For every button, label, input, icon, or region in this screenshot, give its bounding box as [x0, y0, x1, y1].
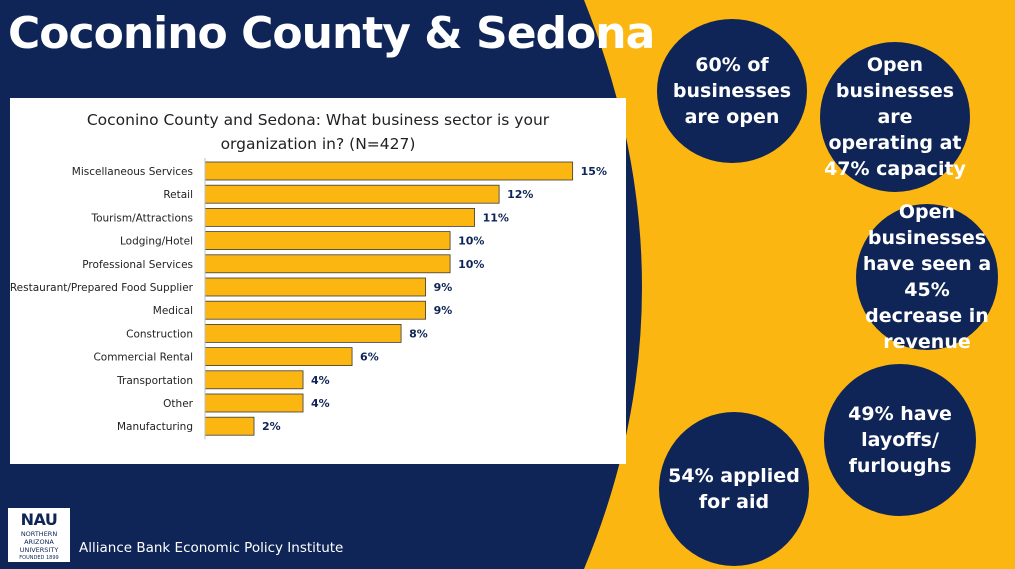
data-label: 12%	[507, 188, 533, 201]
category-label: Medical	[153, 305, 193, 317]
bar	[204, 161, 574, 181]
category-label: Construction	[126, 328, 193, 340]
bar-chart: Miscellaneous Services 15% Retail 12% Touris…	[10, 158, 607, 440]
chart-panel: Coconino County and Sedona: What busines…	[10, 98, 626, 464]
category-label: Commercial Rental	[93, 352, 193, 364]
bar	[204, 393, 304, 413]
data-label: 2%	[262, 420, 281, 433]
category-label: Tourism/Attractions	[90, 212, 193, 224]
category-label: Transportation	[116, 375, 193, 387]
data-label: 4%	[311, 397, 330, 410]
bar	[204, 231, 451, 251]
category-label: Miscellaneous Services	[72, 166, 193, 178]
data-label: 9%	[434, 281, 453, 294]
bar	[204, 300, 426, 320]
stat-circle-open: 60% of businesses are open	[657, 19, 807, 163]
logo-line-4: FOUNDED 1899	[19, 555, 59, 561]
bar	[204, 370, 304, 390]
bar	[204, 416, 255, 436]
data-label: 8%	[409, 327, 428, 340]
stat-circle-aid: 54% applied for aid	[659, 412, 809, 566]
nau-logo: NAU NORTHERN ARIZONA UNIVERSITY FOUNDED …	[8, 508, 70, 562]
data-label: 11%	[483, 211, 509, 224]
stat-text-revenue: Open businesses have seen a 45% decrease…	[862, 201, 992, 353]
category-label: Other	[163, 398, 193, 410]
logo-main-text: NAU	[20, 510, 58, 529]
data-label: 4%	[311, 374, 330, 387]
bar	[204, 184, 500, 204]
category-label: Lodging/Hotel	[120, 236, 193, 248]
bar	[204, 277, 426, 297]
stat-circle-revenue: Open businesses have seen a 45% decrease…	[856, 201, 998, 353]
chart-title: Coconino County and Sedona: What busines…	[10, 108, 626, 156]
stat-text-capacity: Open businesses are operating at 47% cap…	[824, 54, 966, 180]
category-label: Manufacturing	[117, 421, 193, 433]
slide-title: Coconino County & Sedona	[8, 8, 655, 59]
bar	[204, 347, 353, 367]
logo-line-3: UNIVERSITY	[19, 546, 59, 554]
footer-text: Alliance Bank Economic Policy Institute	[79, 540, 344, 556]
category-label: Professional Services	[82, 259, 193, 271]
chart-title-line-2: organization in? (N=427)	[220, 135, 416, 153]
data-label: 10%	[458, 258, 484, 271]
bar	[204, 208, 476, 227]
data-label: 15%	[581, 165, 607, 178]
stat-text-aid: 54% applied for aid	[668, 465, 800, 513]
logo-line-2: ARIZONA	[24, 538, 54, 546]
bar	[204, 254, 451, 274]
stat-text-layoffs: 49% have layoffs/ furloughs	[848, 403, 952, 477]
category-label: Retail	[163, 189, 193, 201]
data-label: 10%	[458, 235, 484, 248]
bar	[204, 323, 402, 343]
data-label: 6%	[360, 351, 379, 364]
data-label: 9%	[434, 304, 453, 317]
stat-circle-layoffs: 49% have layoffs/ furloughs	[824, 364, 976, 516]
stat-text-open: 60% of businesses are open	[672, 54, 792, 128]
category-label: Restaurant/Prepared Food Supplier	[10, 282, 194, 294]
chart-title-line-1: Coconino County and Sedona: What busines…	[86, 111, 550, 129]
stat-circle-capacity: Open businesses are operating at 47% cap…	[820, 42, 970, 192]
logo-line-1: NORTHERN	[20, 530, 58, 538]
